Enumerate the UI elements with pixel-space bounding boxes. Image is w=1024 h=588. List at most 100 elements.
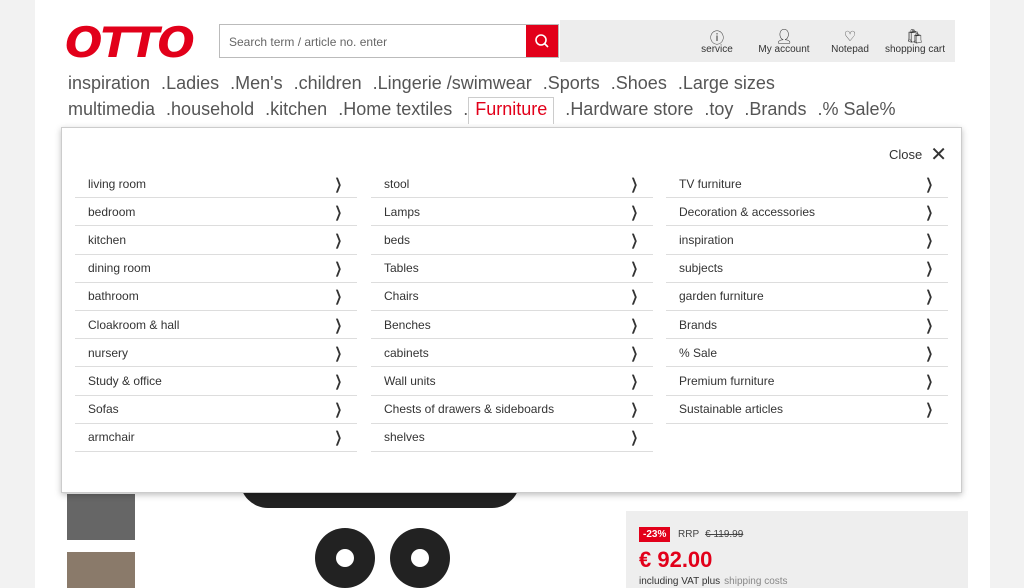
menu-item[interactable]: bedroom ❯	[75, 198, 357, 227]
nav-item-brands[interactable]: Brands	[749, 99, 807, 119]
nav-separator: .	[293, 73, 299, 93]
menu-item[interactable]: Sofas ❯	[75, 396, 357, 424]
nav-item-ladies[interactable]: Ladies	[166, 73, 220, 93]
nav-item-lingerie-swimwear[interactable]: Lingerie /swimwear	[377, 73, 532, 93]
chevron-right-icon: ❯	[925, 260, 934, 278]
menu-item-label: Sofas	[88, 402, 119, 417]
close-icon: ✕	[930, 144, 947, 166]
chevron-right-icon: ❯	[925, 401, 934, 419]
menu-item-label: bedroom	[88, 204, 136, 219]
menu-item-label: shelves	[384, 430, 425, 445]
product-thumbnail[interactable]	[67, 494, 135, 540]
heart-icon: ♡	[843, 28, 857, 44]
menu-item[interactable]: Premium furniture ❯	[666, 367, 948, 396]
furniture-mega-menu: Close ✕ living room ❯ bedroom ❯ kitchen ❯ dinin…	[61, 127, 962, 493]
search-input[interactable]: Search term / article no. enter	[219, 24, 559, 58]
nav-item-furniture[interactable]: Furniture	[468, 97, 555, 124]
menu-item[interactable]: inspiration ❯	[666, 226, 948, 255]
menu-item[interactable]: nursery ❯	[75, 339, 357, 368]
menu-item[interactable]: Wall units ❯	[371, 367, 653, 396]
cart-label: shopping cart	[884, 44, 946, 55]
notepad-button[interactable]: ♡ Notepad	[815, 28, 885, 55]
nav-item-shoes[interactable]: Shoes	[615, 73, 667, 93]
price-amount: € 92.00	[639, 547, 713, 572]
menu-item[interactable]: living room ❯	[75, 170, 357, 199]
menu-item[interactable]: Decoration & accessories ❯	[666, 198, 948, 227]
cart-button[interactable]: 🛍︎ shopping cart	[880, 28, 950, 62]
bag-icon: 🛍︎	[906, 28, 924, 44]
menu-item[interactable]: Benches ❯	[371, 311, 653, 340]
nav-item-toy[interactable]: toy	[709, 99, 734, 119]
close-button[interactable]: Close ✕	[889, 142, 947, 167]
menu-item[interactable]: kitchen ❯	[75, 226, 357, 255]
menu-item[interactable]: Cloakroom & hall ❯	[75, 311, 357, 340]
menu-item[interactable]: beds ❯	[371, 226, 653, 255]
menu-item-label: beds	[384, 232, 411, 247]
product-thumbnail[interactable]	[67, 552, 135, 588]
menu-column-3: TV furniture ❯ Decoration & accessories ❯ in…	[666, 170, 948, 424]
nav-row-2: multimedia .household .kitchen .Home textil…	[68, 97, 896, 124]
chevron-right-icon: ❯	[334, 401, 343, 419]
menu-item[interactable]: Tables ❯	[371, 255, 653, 283]
menu-item[interactable]: Brands ❯	[666, 311, 948, 340]
menu-item-label: Chests of drawers & sideboards	[384, 402, 555, 417]
vat-note: including VAT plus shipping costs	[639, 576, 788, 587]
nav-item-men-s[interactable]: Men's	[235, 73, 283, 93]
menu-item-label: dining room	[88, 261, 151, 276]
nav-item-children[interactable]: children	[298, 73, 362, 93]
user-icon: 👤︎	[775, 28, 793, 44]
chevron-right-icon: ❯	[630, 401, 639, 419]
search-button[interactable]	[526, 25, 558, 57]
nav-item-home-textiles[interactable]: Home textiles	[343, 99, 453, 119]
search-placeholder: Search term / article no. enter	[229, 35, 388, 49]
nav-separator: .	[542, 73, 548, 93]
product-image-earbud	[315, 528, 375, 588]
menu-item-label: Cloakroom & hall	[88, 317, 180, 332]
menu-item[interactable]: stool ❯	[371, 170, 653, 199]
menu-item-label: inspiration	[679, 232, 734, 247]
menu-item[interactable]: subjects ❯	[666, 255, 948, 283]
menu-item[interactable]: Lamps ❯	[371, 198, 653, 227]
nav-item-kitchen[interactable]: kitchen	[270, 99, 328, 119]
nav-separator: .	[338, 99, 344, 119]
menu-item[interactable]: garden furniture ❯	[666, 283, 948, 311]
nav-item--sale-[interactable]: % Sale%	[822, 99, 896, 119]
menu-item-label: TV furniture	[679, 176, 742, 191]
menu-item[interactable]: Chairs ❯	[371, 283, 653, 311]
menu-item-label: stool	[384, 176, 410, 191]
chevron-right-icon: ❯	[630, 260, 639, 278]
nav-item-large-sizes[interactable]: Large sizes	[682, 73, 775, 93]
chevron-right-icon: ❯	[630, 231, 639, 249]
shipping-costs-link[interactable]: shipping costs	[724, 576, 788, 587]
menu-item[interactable]: Study & office ❯	[75, 367, 357, 396]
nav-separator: .	[265, 99, 271, 119]
menu-item-label: Sustainable articles	[679, 402, 784, 417]
menu-item-label: Benches	[384, 317, 431, 332]
service-button[interactable]: ⓘ service	[682, 28, 752, 55]
nav-row-1: inspiration .Ladies .Men's .children .Linger…	[68, 73, 775, 94]
nav-item-hardware-store[interactable]: Hardware store	[570, 99, 694, 119]
menu-item[interactable]: Chests of drawers & sideboards ❯	[371, 396, 653, 424]
menu-item[interactable]: TV furniture ❯	[666, 170, 948, 199]
menu-item[interactable]: cabinets ❯	[371, 339, 653, 368]
discount-badge: -23%	[639, 527, 671, 542]
nav-item-inspiration[interactable]: inspiration	[68, 73, 151, 93]
otto-logo[interactable]: OTTO	[64, 18, 195, 67]
nav-item-sports[interactable]: Sports	[547, 73, 600, 93]
chevron-right-icon: ❯	[334, 372, 343, 390]
menu-item[interactable]: Sustainable articles ❯	[666, 396, 948, 424]
nav-separator: .	[372, 73, 378, 93]
menu-item[interactable]: armchair ❯	[75, 424, 357, 452]
menu-item[interactable]: bathroom ❯	[75, 283, 357, 311]
menu-column-1: living room ❯ bedroom ❯ kitchen ❯ dining room ❯…	[75, 170, 357, 452]
nav-item-household[interactable]: household	[171, 99, 255, 119]
nav-item-multimedia[interactable]: multimedia	[68, 99, 156, 119]
chevron-right-icon: ❯	[334, 429, 343, 447]
menu-item[interactable]: % Sale ❯	[666, 339, 948, 368]
info-icon: ⓘ	[710, 30, 724, 46]
price-box: -23% RRP € 119.99 € 92.00 including VAT p…	[626, 511, 968, 588]
chevron-right-icon: ❯	[334, 231, 343, 249]
account-button[interactable]: 👤︎ My account	[749, 28, 819, 55]
menu-item[interactable]: shelves ❯	[371, 424, 653, 452]
menu-item[interactable]: dining room ❯	[75, 255, 357, 283]
